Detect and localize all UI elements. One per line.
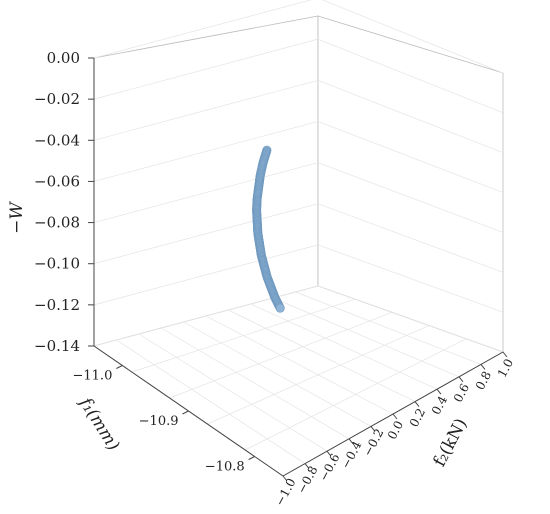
grid-line: [169, 312, 393, 399]
y-tick: [502, 351, 508, 358]
x-tick-label: −10.9: [139, 414, 179, 429]
axes: [88, 57, 508, 482]
x-tick: [248, 456, 255, 460]
grid-line: [273, 297, 460, 378]
grid-line: [131, 298, 356, 373]
grid-line: [317, 121, 504, 193]
z-tick-label: −0.04: [34, 131, 80, 149]
y-axis-label: f₂(kN): [430, 415, 472, 470]
z-tick-label: −0.02: [34, 90, 80, 108]
grid-line: [93, 121, 319, 182]
y-tick-label: −0.6: [316, 451, 342, 483]
grid-line: [250, 303, 438, 390]
y-tick: [436, 388, 442, 395]
y-tick-label: 0.2: [407, 406, 428, 429]
y-tick: [480, 364, 486, 370]
grid-line: [93, 162, 319, 223]
y-tick: [326, 450, 332, 457]
y-tick: [370, 426, 376, 432]
y-tick-label: −0.8: [294, 464, 320, 496]
grid-line: [93, 285, 319, 347]
grid-line: [93, 244, 319, 306]
grid-line: [322, 0, 504, 74]
y-tick-label: 0.6: [451, 381, 472, 404]
z-tick-label: −0.10: [34, 255, 80, 273]
y-tick-label: 0.0: [385, 418, 406, 441]
grid-line: [93, 79, 319, 141]
data-point: [275, 303, 285, 313]
y-tick-label: −0.2: [360, 426, 386, 458]
x-axis-label: f₁(mm): [74, 392, 123, 454]
grid-line: [93, 0, 312, 59]
grid-line: [161, 327, 350, 440]
y-tick: [348, 438, 354, 445]
grid-line: [207, 325, 430, 425]
y-tick: [458, 376, 464, 383]
grid-line: [228, 309, 416, 402]
y-tick: [414, 401, 420, 407]
grid-line: [93, 203, 319, 265]
z-axis-label: −W: [7, 201, 27, 234]
y-tick: [392, 413, 398, 420]
grid-line: [317, 244, 504, 313]
tick-labels: 0.00 −0.02 −0.04 −0.06 −0.08 −0.10 −0.12 −0.14 −…: [34, 49, 516, 508]
x-tick-label: −10.8: [205, 460, 245, 475]
grid-lines: [93, 0, 504, 477]
y-tick-label: 1.0: [495, 356, 516, 379]
grid-line: [295, 291, 482, 365]
grid-line: [317, 79, 504, 154]
grid-line: [317, 203, 504, 273]
y-tick-label: −0.4: [338, 438, 364, 471]
y-tick-label: 0.4: [429, 393, 450, 417]
grid-line: [138, 333, 328, 452]
data-points: [252, 145, 285, 313]
z-tick-label: −0.12: [34, 296, 80, 314]
z-tick-label: −0.06: [34, 172, 80, 190]
grid-line: [245, 338, 467, 451]
z-tick-label: −0.14: [34, 337, 80, 355]
grid-line: [93, 38, 319, 100]
x-tick: [182, 410, 189, 415]
grid-line: [116, 339, 306, 464]
x-tick: [116, 365, 123, 369]
y-tick-label: −1.0: [272, 476, 298, 508]
y-tick: [304, 463, 310, 469]
z-tick-label: −0.08: [34, 214, 80, 232]
grid-line: [317, 38, 504, 114]
grid-line: [317, 285, 504, 353]
grid-line: [183, 321, 372, 427]
x-tick-label: −11.0: [73, 369, 113, 384]
y-tick: [282, 475, 288, 482]
y-tick-label: 0.8: [473, 369, 494, 392]
grid-line: [205, 315, 394, 415]
z-tick-label: 0.00: [47, 49, 80, 67]
grid-line: [317, 162, 504, 233]
